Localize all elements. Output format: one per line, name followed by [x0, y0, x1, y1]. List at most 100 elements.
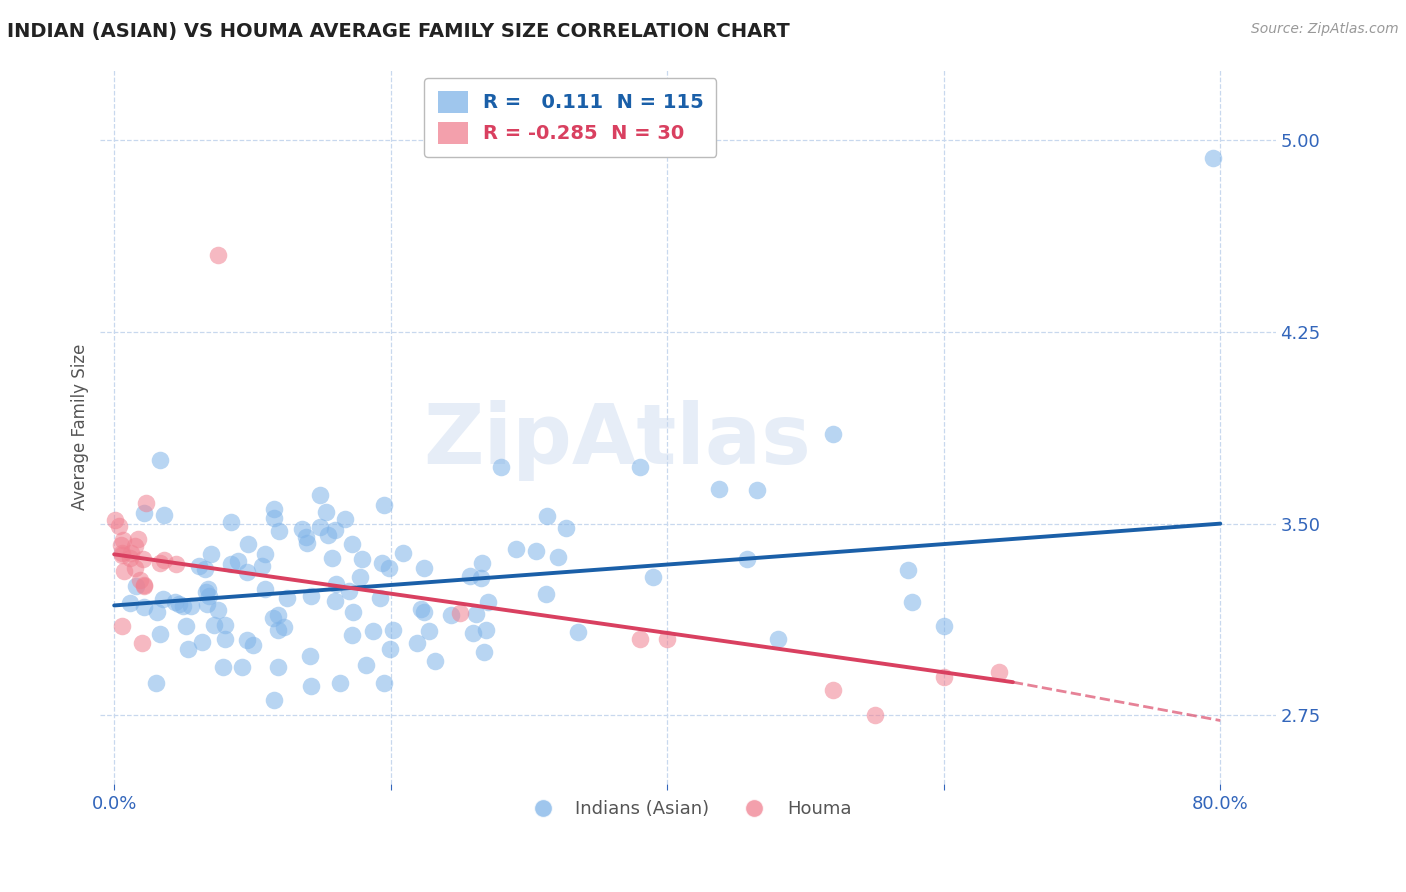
Point: [418, 624, 440, 639]
Point: [187, 559, 209, 574]
Point: [132, 578, 155, 592]
Point: [547, 549, 569, 564]
Point: [628, 632, 651, 646]
Point: [153, 553, 176, 567]
Point: [120, 551, 142, 566]
Point: [472, 645, 495, 659]
Point: [932, 619, 955, 633]
Point: [477, 595, 499, 609]
Point: [534, 587, 557, 601]
Point: [299, 649, 322, 664]
Point: [198, 589, 221, 603]
Point: [149, 453, 172, 467]
Point: [132, 577, 155, 591]
Point: [378, 561, 401, 575]
Point: [823, 682, 845, 697]
Point: [932, 670, 955, 684]
Point: [236, 566, 259, 580]
Point: [309, 488, 332, 502]
Point: [263, 502, 285, 516]
Point: [226, 554, 249, 568]
Point: [373, 676, 395, 690]
Point: [131, 635, 153, 649]
Point: [356, 658, 378, 673]
Point: [378, 641, 401, 656]
Point: [342, 537, 364, 551]
Point: [104, 513, 127, 527]
Point: [361, 624, 384, 638]
Point: [276, 591, 298, 605]
Point: [897, 563, 920, 577]
Point: [316, 528, 339, 542]
Point: [349, 570, 371, 584]
Y-axis label: Average Family Size: Average Family Size: [72, 343, 89, 509]
Point: [735, 552, 758, 566]
Point: [110, 538, 132, 552]
Point: [470, 571, 492, 585]
Point: [461, 626, 484, 640]
Point: [491, 460, 513, 475]
Point: [567, 624, 589, 639]
Point: [471, 556, 494, 570]
Point: [219, 515, 242, 529]
Point: [135, 496, 157, 510]
Point: [163, 595, 186, 609]
Point: [111, 548, 134, 562]
Point: [128, 573, 150, 587]
Point: [628, 460, 651, 475]
Point: [252, 558, 274, 573]
Point: [505, 542, 527, 557]
Point: [766, 632, 789, 646]
Point: [439, 608, 461, 623]
Point: [262, 611, 284, 625]
Point: [127, 532, 149, 546]
Point: [263, 692, 285, 706]
Point: [125, 579, 148, 593]
Point: [118, 596, 141, 610]
Point: [524, 543, 547, 558]
Point: [236, 632, 259, 647]
Point: [153, 508, 176, 523]
Point: [146, 606, 169, 620]
Point: [323, 524, 346, 538]
Point: [555, 521, 578, 535]
Point: [149, 627, 172, 641]
Point: [411, 602, 433, 616]
Point: [120, 546, 142, 560]
Point: [536, 509, 558, 524]
Point: [325, 593, 347, 607]
Point: [124, 561, 146, 575]
Point: [291, 522, 314, 536]
Point: [295, 530, 318, 544]
Point: [214, 617, 236, 632]
Point: [253, 547, 276, 561]
Point: [321, 551, 343, 566]
Point: [901, 594, 924, 608]
Point: [112, 564, 135, 578]
Point: [709, 483, 731, 497]
Point: [299, 589, 322, 603]
Point: [207, 248, 229, 262]
Point: [134, 600, 156, 615]
Point: [309, 520, 332, 534]
Point: [124, 539, 146, 553]
Point: [211, 660, 233, 674]
Point: [180, 599, 202, 614]
Point: [382, 623, 405, 637]
Point: [412, 561, 434, 575]
Point: [371, 556, 394, 570]
Text: INDIAN (ASIAN) VS HOUMA AVERAGE FAMILY SIZE CORRELATION CHART: INDIAN (ASIAN) VS HOUMA AVERAGE FAMILY S…: [7, 22, 790, 41]
Point: [263, 511, 285, 525]
Point: [368, 591, 391, 606]
Point: [254, 582, 277, 596]
Point: [165, 557, 187, 571]
Point: [236, 537, 259, 551]
Point: [657, 632, 679, 646]
Point: [219, 557, 242, 571]
Point: [405, 636, 427, 650]
Point: [194, 562, 217, 576]
Point: [273, 620, 295, 634]
Point: [214, 632, 236, 646]
Point: [132, 552, 155, 566]
Point: [266, 623, 288, 637]
